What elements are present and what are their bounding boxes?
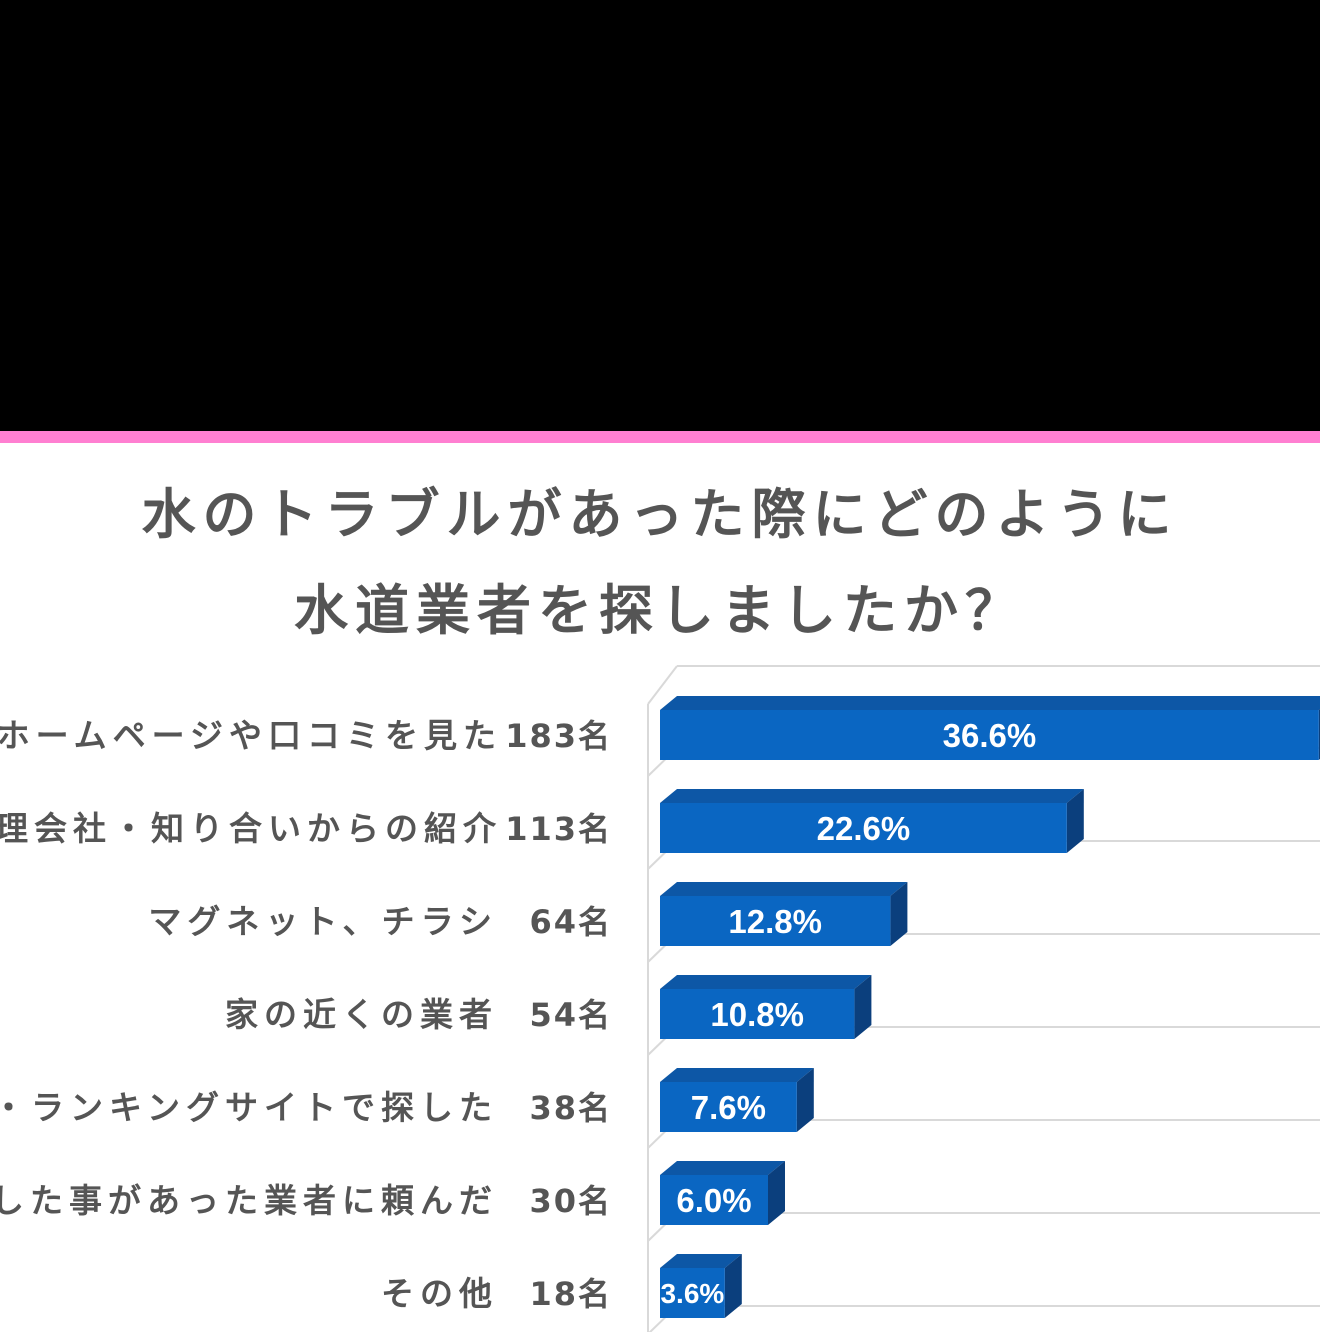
category-label: 家の近くの業者: [225, 995, 498, 1034]
bar: [660, 710, 1319, 760]
data-label: 7.6%: [691, 1089, 766, 1126]
bar: [660, 803, 1067, 853]
bar-top-face: [660, 789, 1084, 803]
bar-top-face: [660, 882, 908, 896]
category-label: 較・ランキングサイトで探した: [0, 1088, 498, 1127]
bar-side-face: [724, 1254, 742, 1318]
data-label: 6.0%: [676, 1182, 751, 1219]
count-label: 18名: [529, 1275, 612, 1313]
bar: [660, 896, 891, 946]
chart-bars: [660, 696, 1320, 1318]
category-label: マグネット、チラシ: [148, 902, 498, 941]
bar: [660, 1082, 797, 1132]
bar-top-face: [660, 1254, 742, 1268]
bar-side-face: [768, 1161, 785, 1225]
bar: [660, 1268, 725, 1318]
count-label: 113名: [505, 810, 612, 848]
data-label: 22.6%: [817, 810, 911, 847]
bar-side-face: [1066, 789, 1084, 853]
chart-title-line-2: 水道業者を探しましたか？: [294, 579, 1026, 642]
top-black-band: [0, 0, 1320, 431]
count-label: 38名: [529, 1089, 612, 1127]
chart-title-line-1: 水のトラブルがあった際にどのように: [141, 483, 1179, 546]
category-label: ホームページや口コミを見た: [0, 716, 502, 755]
category-label: 用した事があった業者に頼んだ: [0, 1181, 498, 1220]
data-label: 12.8%: [728, 903, 822, 940]
count-label: 64名: [529, 903, 612, 941]
bar: [660, 1175, 768, 1225]
bar-side-face: [854, 975, 872, 1039]
count-label: 30名: [529, 1182, 612, 1220]
plot-back-corner: [647, 665, 678, 705]
data-label: 10.8%: [710, 996, 804, 1033]
count-label: 183名: [505, 717, 612, 755]
pink-accent-band: [0, 431, 1320, 443]
category-label: 理会社・知り合いからの紹介: [0, 809, 502, 848]
category-label: その他: [381, 1274, 498, 1313]
count-label: 54名: [529, 996, 612, 1034]
data-label: 3.6%: [660, 1278, 724, 1309]
bar: [660, 989, 855, 1039]
bar-side-face: [796, 1068, 814, 1132]
bar-top-face: [660, 696, 1320, 710]
bar-top-face: [660, 975, 872, 989]
bar-top-face: [660, 1161, 785, 1175]
bar-side-face: [890, 882, 908, 946]
data-label: 36.6%: [943, 717, 1037, 754]
bar-top-face: [660, 1068, 814, 1082]
